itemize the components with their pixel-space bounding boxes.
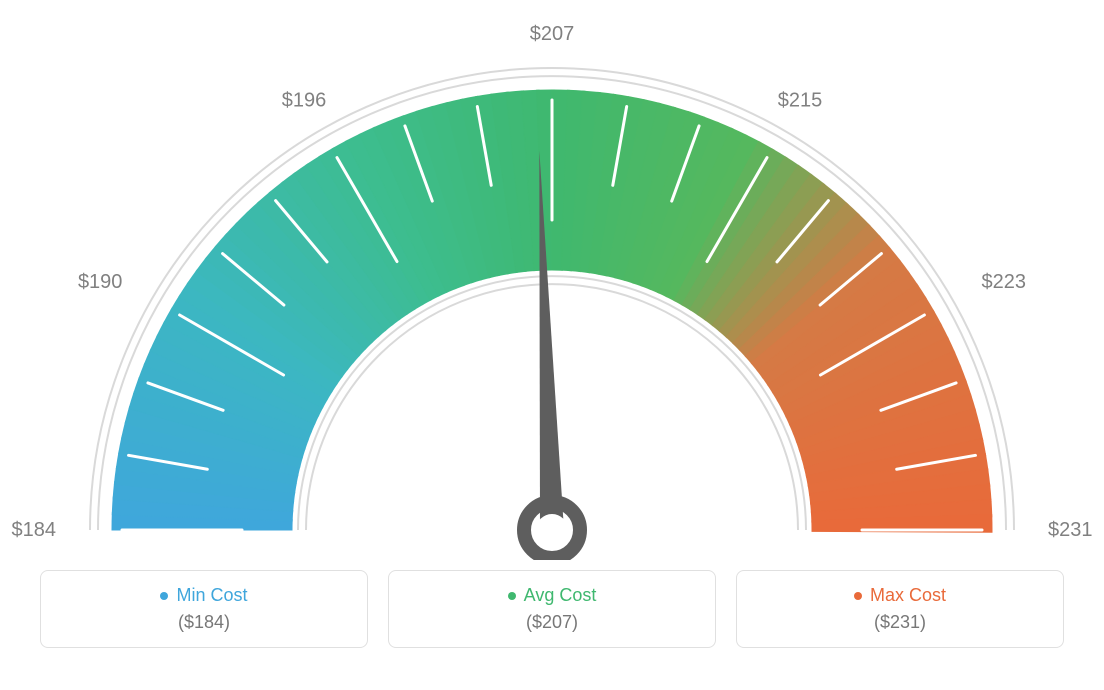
legend-value-avg: ($207) <box>409 612 695 633</box>
legend-title-avg: Avg Cost <box>508 585 597 606</box>
svg-text:$215: $215 <box>778 89 823 111</box>
legend-card-min: Min Cost ($184) <box>40 570 368 648</box>
legend-row: Min Cost ($184) Avg Cost ($207) Max Cost… <box>0 570 1104 648</box>
legend-card-max: Max Cost ($231) <box>736 570 1064 648</box>
legend-value-min: ($184) <box>61 612 347 633</box>
gauge-svg: $184 $190 $196 $207 $215 $223 $231 <box>0 0 1104 560</box>
legend-card-avg: Avg Cost ($207) <box>388 570 716 648</box>
legend-title-max: Max Cost <box>854 585 946 606</box>
dot-icon <box>508 592 516 600</box>
dot-icon <box>854 592 862 600</box>
svg-text:$207: $207 <box>530 23 575 45</box>
svg-text:$223: $223 <box>982 271 1027 293</box>
svg-text:$196: $196 <box>282 89 327 111</box>
legend-label-min: Min Cost <box>176 585 247 606</box>
svg-text:$190: $190 <box>78 271 123 293</box>
svg-text:$231: $231 <box>1048 519 1093 541</box>
dot-icon <box>160 592 168 600</box>
gauge-chart: $184 $190 $196 $207 $215 $223 $231 <box>0 0 1104 560</box>
legend-title-min: Min Cost <box>160 585 247 606</box>
legend-value-max: ($231) <box>757 612 1043 633</box>
svg-text:$184: $184 <box>12 519 57 541</box>
legend-label-max: Max Cost <box>870 585 946 606</box>
legend-label-avg: Avg Cost <box>524 585 597 606</box>
